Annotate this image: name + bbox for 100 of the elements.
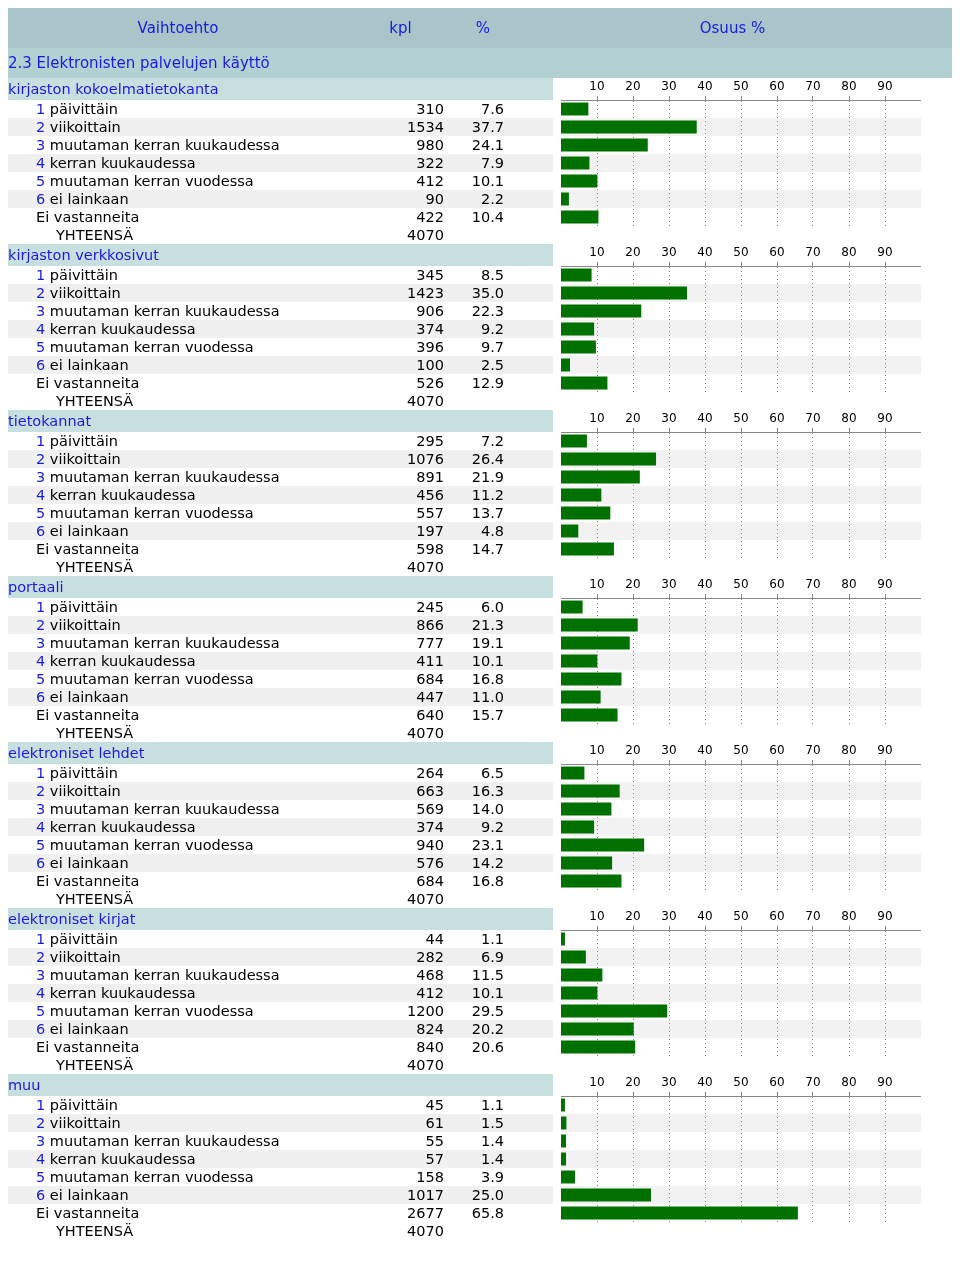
data-label: 23.1 (470, 836, 505, 854)
text: 4070 (406, 392, 445, 410)
data-label: 9.2 (479, 818, 505, 836)
x2-tick-label: 40 (697, 410, 713, 425)
x2-tick-label: 90 (877, 410, 893, 425)
text: 374 (415, 818, 445, 836)
x2-tick-label: 90 (877, 78, 893, 93)
text: 576 (415, 854, 445, 872)
data-label: 16.8 (470, 670, 505, 688)
data-label: 7.9 (479, 154, 505, 172)
text: YHTEENSÄ (55, 558, 135, 576)
bar (561, 618, 638, 632)
x2-tick-label: 70 (805, 1074, 821, 1089)
y-tick-label: 4 kerran kuukaudessa (35, 652, 197, 670)
x2-tick-label: 30 (661, 1074, 677, 1089)
x2-tick-label: 40 (697, 576, 713, 591)
bar (561, 1152, 567, 1166)
text: kpl (388, 18, 413, 39)
text: 374 (415, 320, 445, 338)
text: 295 (415, 432, 445, 450)
x2-tick-label: 80 (841, 78, 857, 93)
data-label: 13.7 (470, 504, 505, 522)
y-tick-label: 4 kerran kuukaudessa (35, 486, 197, 504)
x2-tick-label: 60 (769, 244, 785, 259)
y-tick-label: 3 muutaman kerran kuukaudessa (35, 1132, 281, 1150)
data-label: 14.7 (470, 540, 505, 558)
data-label: 22.3 (470, 302, 505, 320)
y-tick-label: 2 viikoittain (35, 1114, 122, 1132)
data-label: 16.3 (470, 782, 505, 800)
text: 411 (415, 652, 445, 670)
y-tick-label: Ei vastanneita (35, 706, 141, 724)
data-label: 1.1 (479, 930, 505, 948)
text: 2677 (406, 1204, 445, 1222)
text: 891 (415, 468, 445, 486)
y-tick-label: 3 muutaman kerran kuukaudessa (35, 136, 281, 154)
x2-tick-label: 20 (625, 576, 641, 591)
text: 684 (415, 872, 445, 890)
y-tick-label: 3 muutaman kerran kuukaudessa (35, 302, 281, 320)
y-tick-label: 5 muutaman kerran vuodessa (35, 504, 255, 522)
x2-tick-label: 90 (877, 244, 893, 259)
x2-tick-label: 40 (697, 908, 713, 923)
y-tick-label: 6 ei lainkaan (35, 1186, 130, 1204)
x2-tick-label: 20 (625, 410, 641, 425)
text: kirjaston verkkosivut (8, 244, 553, 266)
text: 4070 (406, 226, 445, 244)
bar (561, 452, 657, 466)
text: 4070 (406, 1222, 445, 1240)
x2-tick-label: 60 (769, 742, 785, 757)
text: 906 (415, 302, 445, 320)
y-tick-label: 4 kerran kuukaudessa (35, 984, 197, 1002)
bar (561, 358, 570, 372)
x2-tick-label: 70 (805, 908, 821, 923)
data-label: 20.2 (470, 1020, 505, 1038)
text: 1076 (406, 450, 445, 468)
y-tick-label: 6 ei lainkaan (35, 522, 130, 540)
text: tietokannat (8, 410, 553, 432)
text: 4070 (406, 558, 445, 576)
y-tick-label: 5 muutaman kerran vuodessa (35, 670, 255, 688)
y-tick-label: 3 muutaman kerran kuukaudessa (35, 634, 281, 652)
text: YHTEENSÄ (55, 226, 135, 244)
y-tick-label: 1 päivittäin (35, 930, 120, 948)
x2-tick-label: 30 (661, 742, 677, 757)
text: 4070 (406, 1056, 445, 1074)
y-tick-label: Ei vastanneita (35, 1204, 141, 1222)
data-label: 2.5 (479, 356, 505, 374)
y-tick-label: 6 ei lainkaan (35, 1020, 130, 1038)
x2-tick-label: 80 (841, 1074, 857, 1089)
data-label: 19.1 (470, 634, 505, 652)
bar (561, 784, 620, 798)
bar (561, 174, 598, 188)
text: 663 (415, 782, 445, 800)
y-tick-label: 6 ei lainkaan (35, 190, 130, 208)
data-label: 10.1 (470, 652, 505, 670)
bar (561, 376, 608, 390)
data-label: 10.4 (470, 208, 505, 226)
y-tick-label: 5 muutaman kerran vuodessa (35, 172, 255, 190)
bar (561, 102, 589, 116)
text: 940 (415, 836, 445, 854)
data-label: 1.4 (479, 1150, 505, 1168)
text: 1534 (406, 118, 445, 136)
x2-tick-label: 50 (733, 576, 749, 591)
y-tick-label: 1 päivittäin (35, 266, 120, 284)
y-tick-label: 2 viikoittain (35, 450, 122, 468)
x2-tick-label: 20 (625, 742, 641, 757)
bar (561, 600, 583, 614)
y-tick-label: 4 kerran kuukaudessa (35, 320, 197, 338)
data-label: 6.0 (479, 598, 505, 616)
text: muu (8, 1074, 553, 1096)
bar (561, 838, 645, 852)
x2-tick-label: 10 (589, 1074, 605, 1089)
x2-tick-label: 20 (625, 1074, 641, 1089)
x2-tick-label: 40 (697, 78, 713, 93)
data-label: 14.0 (470, 800, 505, 818)
y-tick-label: 3 muutaman kerran kuukaudessa (35, 468, 281, 486)
x2-tick-label: 60 (769, 410, 785, 425)
x2-tick-label: 60 (769, 576, 785, 591)
y-tick-label: 1 päivittäin (35, 598, 120, 616)
text: % (474, 18, 492, 39)
bar (561, 636, 630, 650)
y-tick-label: 2 viikoittain (35, 118, 122, 136)
